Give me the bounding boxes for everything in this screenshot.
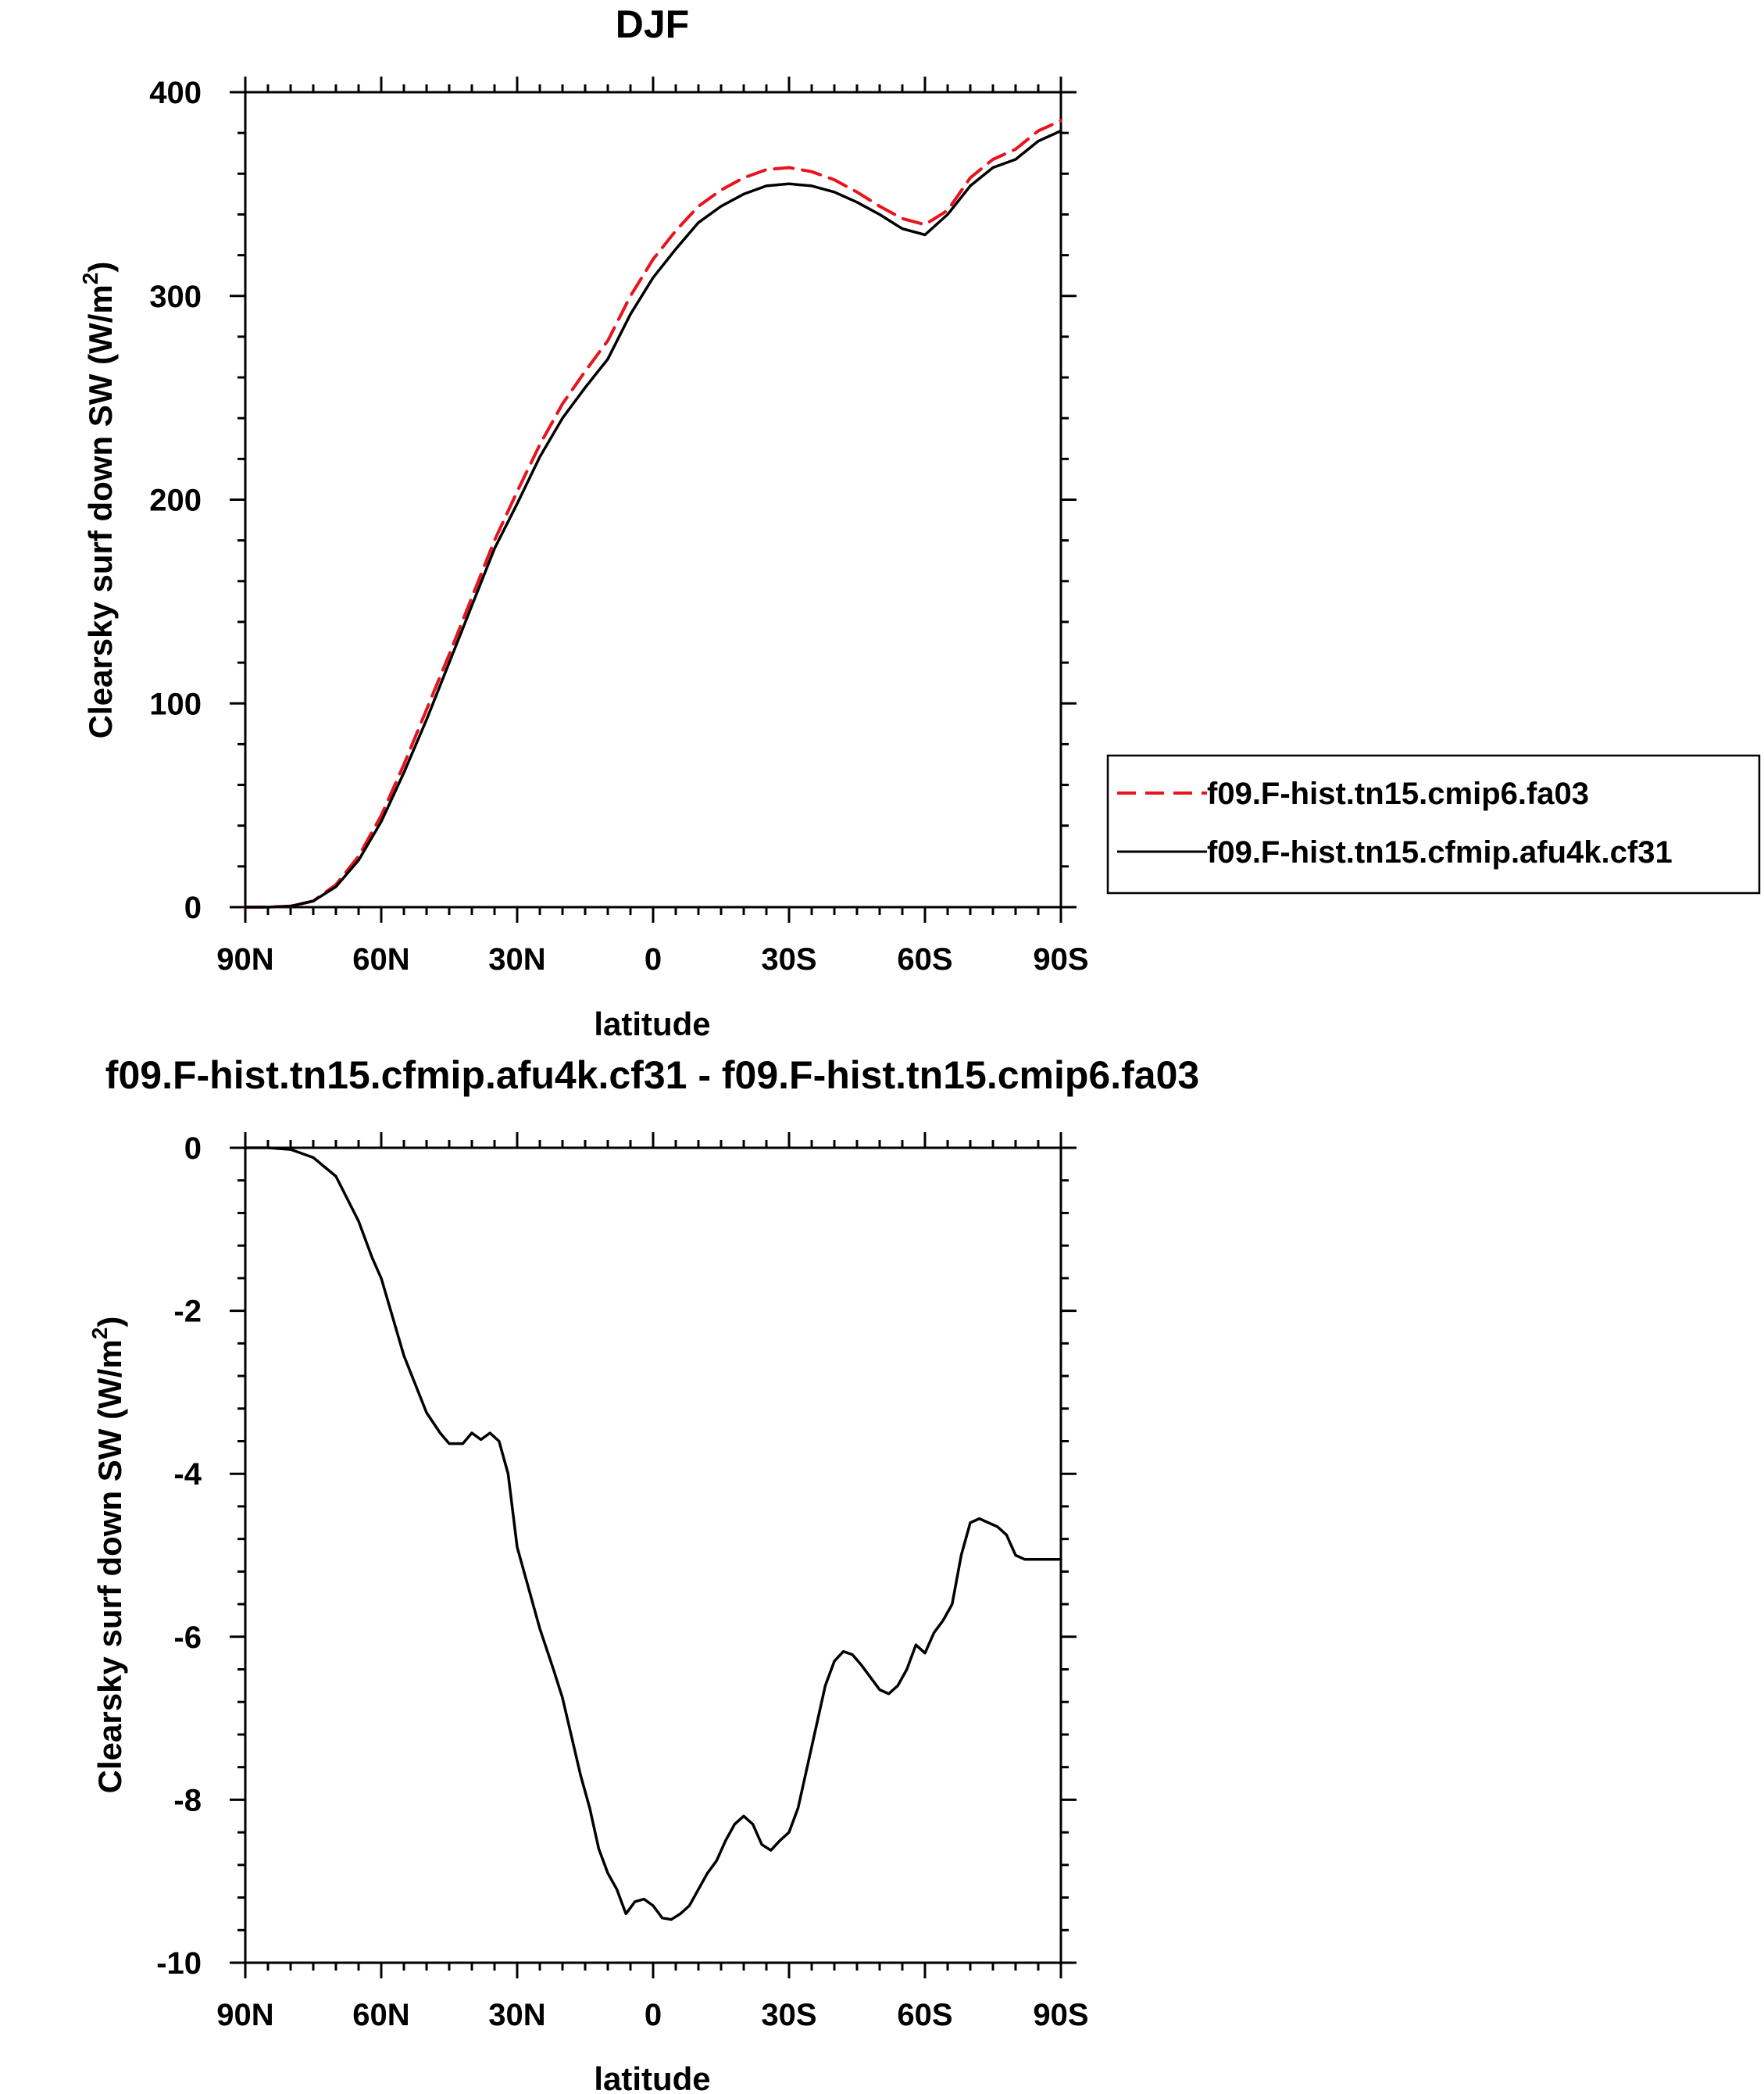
- x-tick-label: 90S: [1033, 1998, 1088, 2032]
- x-tick-label: 60N: [352, 942, 409, 977]
- bottom-series-lines: [244, 1146, 1062, 1921]
- y-tick-label: 300: [149, 280, 202, 314]
- legend-label-cfmip: f09.F-hist.tn15.cfmip.afu4k.cf31: [1207, 835, 1673, 870]
- x-tick-label: 0: [645, 942, 662, 977]
- top-y-axis-label-sup: 2: [78, 273, 102, 285]
- x-tick-label: 60S: [897, 1998, 952, 2032]
- top-y-axis-label: Clearsky surf down SW (W/m2): [78, 262, 119, 739]
- top-y-axis-label-main: Clearsky surf down SW (W/m: [82, 284, 119, 738]
- top-panel: DJF 90N 60N 30N 0 30S 60S 90S 0 100 200 300 400 lat…: [78, 2, 1761, 1042]
- bottom-x-axis-label: latitude: [594, 2060, 710, 2094]
- y-tick-label: -2: [173, 1295, 202, 1329]
- series-line-0: [244, 119, 1062, 909]
- x-tick-label: 30N: [488, 942, 545, 977]
- x-tick-label: 60N: [352, 1998, 409, 2032]
- y-tick-label: -6: [173, 1621, 202, 1655]
- y-tick-label: 200: [149, 484, 202, 518]
- top-ticks: [230, 77, 1077, 923]
- y-tick-label: 0: [184, 1131, 202, 1166]
- top-series-lines: [244, 119, 1062, 909]
- x-tick-label: 30N: [488, 1998, 545, 2032]
- bottom-plot-frame: [244, 1146, 1062, 1964]
- x-tick-label: 0: [645, 1998, 662, 2032]
- y-tick-label: -8: [173, 1783, 202, 1817]
- bottom-y-axis-label-main: Clearsky surf down SW (W/m: [91, 1339, 128, 1793]
- legend-label-cmip6: f09.F-hist.tn15.cmip6.fa03: [1207, 777, 1589, 811]
- x-tick-label: 90N: [216, 942, 273, 977]
- x-tick-label: 60S: [897, 942, 952, 977]
- bottom-tick-labels: 90N 60N 30N 0 30S 60S 90S 0 -2 -4 -6 -8 -10: [156, 1131, 1088, 2032]
- bottom-y-axis-label: Clearsky surf down SW (W/m2): [87, 1317, 128, 1794]
- bottom-chart-title: f09.F-hist.tn15.cfmip.afu4k.cf31 - f09.F…: [105, 1053, 1199, 1097]
- y-tick-label: -10: [156, 1946, 202, 1981]
- x-tick-label: 90N: [216, 1998, 273, 2032]
- top-chart-title: DJF: [616, 2, 689, 46]
- series-line-1: [244, 129, 1062, 909]
- bottom-panel: f09.F-hist.tn15.cfmip.afu4k.cf31 - f09.F…: [87, 1053, 1199, 2094]
- x-tick-label: 30S: [761, 942, 816, 977]
- legend-box: [1106, 754, 1761, 895]
- top-y-axis-label-close: ): [82, 262, 119, 273]
- x-tick-label: 30S: [761, 1998, 816, 2032]
- bottom-y-axis-label-sup: 2: [87, 1328, 112, 1340]
- y-tick-label: -4: [173, 1457, 202, 1492]
- bottom-plot-border: [244, 1146, 1062, 1964]
- bottom-y-axis-label-close: ): [91, 1317, 128, 1328]
- legend: f09.F-hist.tn15.cmip6.fa03 f09.F-hist.tn…: [1106, 754, 1761, 895]
- y-tick-label: 400: [149, 76, 202, 110]
- top-x-axis-label: latitude: [594, 1006, 710, 1042]
- bottom-ticks: [230, 1132, 1077, 1978]
- top-tick-labels: 90N 60N 30N 0 30S 60S 90S 0 100 200 300 400: [149, 76, 1088, 977]
- y-tick-label: 0: [184, 891, 202, 925]
- series-line-0: [244, 1146, 1062, 1921]
- y-tick-label: 100: [149, 687, 202, 721]
- x-tick-label: 90S: [1033, 942, 1088, 977]
